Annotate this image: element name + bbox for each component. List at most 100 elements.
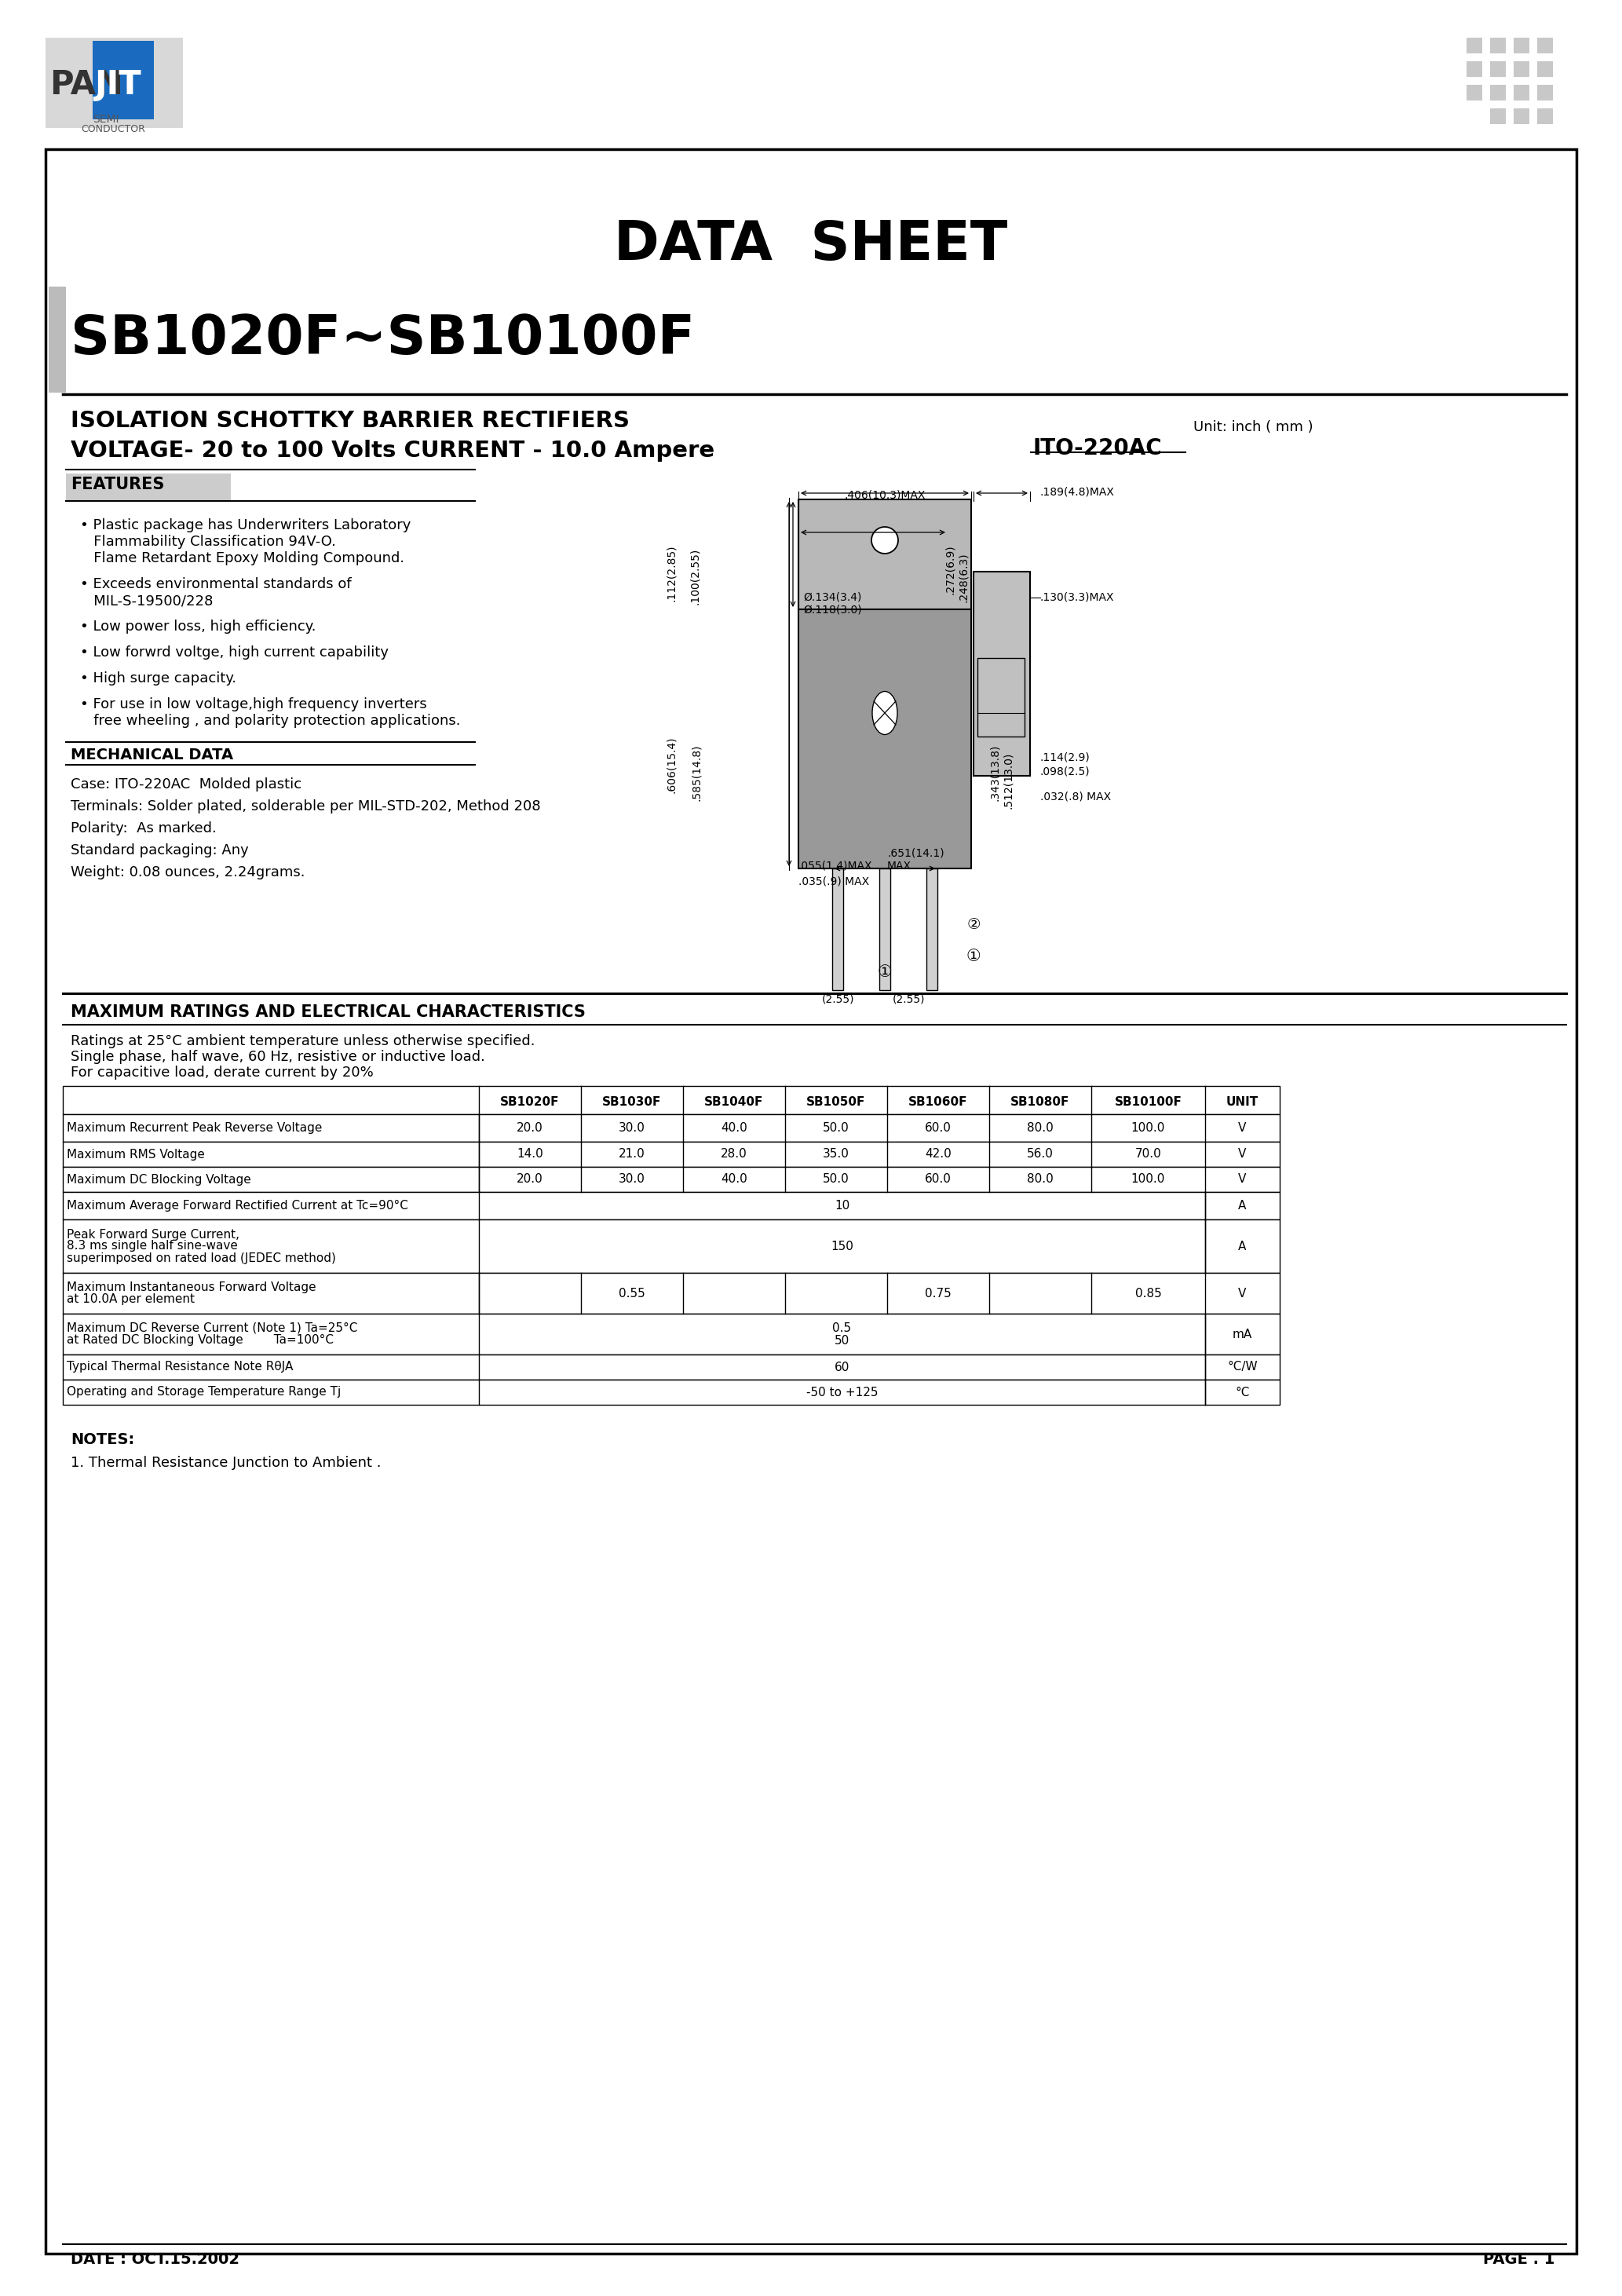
Text: 80.0: 80.0 [1027, 1173, 1054, 1185]
Text: at 10.0A per element: at 10.0A per element [67, 1293, 195, 1304]
Bar [63, 1141, 1280, 1166]
Text: 0.55: 0.55 [618, 1288, 646, 1300]
Text: SB1020F: SB1020F [500, 1095, 560, 1107]
Text: Ratings at 25°C ambient temperature unless otherwise specified.: Ratings at 25°C ambient temperature unle… [71, 1033, 535, 1049]
Bar [63, 1114, 1280, 1141]
Text: .100(2.55): .100(2.55) [689, 549, 701, 604]
Text: mA: mA [1233, 1327, 1252, 1341]
Text: 50.0: 50.0 [822, 1173, 850, 1185]
Text: 0.75: 0.75 [925, 1288, 952, 1300]
Text: .130(3.3)MAX: .130(3.3)MAX [1040, 592, 1114, 602]
Text: 8.3 ms single half sine-wave: 8.3 ms single half sine-wave [67, 1240, 238, 1251]
Text: Maximum Instantaneous Forward Voltage: Maximum Instantaneous Forward Voltage [67, 1281, 316, 1293]
Bar [49, 287, 67, 393]
Bar [1466, 85, 1483, 101]
Text: Maximum RMS Voltage: Maximum RMS Voltage [67, 1148, 204, 1159]
Text: Case: ITO-220AC  Molded plastic: Case: ITO-220AC Molded plastic [71, 778, 302, 792]
Text: SB1060F: SB1060F [908, 1095, 968, 1107]
Text: 70.0: 70.0 [1135, 1148, 1161, 1159]
Bar [1466, 37, 1483, 53]
Text: free wheeling , and polarity protection applications.: free wheeling , and polarity protection … [79, 714, 461, 728]
Text: 56.0: 56.0 [1027, 1148, 1054, 1159]
Text: 21.0: 21.0 [618, 1148, 646, 1159]
Bar [92, 41, 154, 119]
Text: .035(.9) MAX: .035(.9) MAX [798, 877, 869, 886]
Text: .032(.8) MAX: .032(.8) MAX [1040, 792, 1111, 804]
Text: 150: 150 [830, 1240, 853, 1251]
Text: .189(4.8)MAX: .189(4.8)MAX [1040, 487, 1114, 498]
Text: ISOLATION SCHOTTKY BARRIER RECTIFIERS: ISOLATION SCHOTTKY BARRIER RECTIFIERS [71, 411, 629, 432]
Text: ②: ② [967, 916, 980, 932]
Text: SB1020F~SB10100F: SB1020F~SB10100F [71, 312, 694, 365]
Text: 35.0: 35.0 [822, 1148, 850, 1159]
Text: Ø.118(3.0): Ø.118(3.0) [803, 604, 861, 615]
Text: 0.5: 0.5 [832, 1322, 852, 1334]
Text: 40.0: 40.0 [720, 1173, 748, 1185]
Text: 20.0: 20.0 [517, 1173, 543, 1185]
Bar [1491, 85, 1505, 101]
Bar [879, 868, 890, 990]
Text: Maximum DC Blocking Voltage: Maximum DC Blocking Voltage [67, 1173, 251, 1185]
Text: Maximum Recurrent Peak Reverse Voltage: Maximum Recurrent Peak Reverse Voltage [67, 1123, 323, 1134]
Text: MAXIMUM RATINGS AND ELECTRICAL CHARACTERISTICS: MAXIMUM RATINGS AND ELECTRICAL CHARACTER… [71, 1003, 586, 1019]
Text: 0.85: 0.85 [1135, 1288, 1161, 1300]
Bar [1538, 62, 1552, 78]
Text: ITO-220AC: ITO-220AC [1032, 436, 1161, 459]
Text: 60.0: 60.0 [925, 1123, 952, 1134]
Text: • Low power loss, high efficiency.: • Low power loss, high efficiency. [79, 620, 316, 634]
Text: NOTES:: NOTES: [71, 1433, 135, 1446]
Text: 100.0: 100.0 [1131, 1123, 1165, 1134]
Text: SB1080F: SB1080F [1011, 1095, 1071, 1107]
Text: superimposed on rated load (JEDEC method): superimposed on rated load (JEDEC method… [67, 1251, 336, 1263]
Text: Maximum DC Reverse Current (Note 1) Ta=25°C: Maximum DC Reverse Current (Note 1) Ta=2… [67, 1322, 357, 1334]
Bar [63, 1313, 1280, 1355]
Text: • For use in low voltage,high frequency inverters: • For use in low voltage,high frequency … [79, 698, 427, 712]
Text: Ø.134(3.4): Ø.134(3.4) [803, 592, 861, 602]
Ellipse shape [871, 526, 899, 553]
Text: 30.0: 30.0 [618, 1173, 646, 1185]
Text: ①: ① [967, 948, 981, 964]
Text: 28.0: 28.0 [720, 1148, 748, 1159]
Text: Unit: inch ( mm ): Unit: inch ( mm ) [1194, 420, 1314, 434]
Bar [1491, 62, 1505, 78]
Text: 10: 10 [834, 1201, 850, 1212]
Bar [1513, 37, 1530, 53]
Text: -50 to +125: -50 to +125 [806, 1387, 878, 1398]
Text: 40.0: 40.0 [720, 1123, 748, 1134]
Text: SEMI: SEMI [92, 115, 118, 124]
Text: V: V [1238, 1148, 1246, 1159]
Text: VOLTAGE- 20 to 100 Volts CURRENT - 10.0 Ampere: VOLTAGE- 20 to 100 Volts CURRENT - 10.0 … [71, 441, 715, 461]
Bar [63, 1192, 1280, 1219]
Text: CONDUCTOR: CONDUCTOR [81, 124, 144, 133]
Text: 50: 50 [834, 1334, 850, 1345]
Bar [1513, 85, 1530, 101]
Text: Standard packaging: Any: Standard packaging: Any [71, 843, 248, 856]
Text: .406(10.3)MAX: .406(10.3)MAX [843, 489, 926, 501]
Text: Weight: 0.08 ounces, 2.24grams.: Weight: 0.08 ounces, 2.24grams. [71, 866, 305, 879]
Text: 60.0: 60.0 [925, 1173, 952, 1185]
Text: V: V [1238, 1173, 1246, 1185]
Text: DATA  SHEET: DATA SHEET [615, 218, 1007, 271]
Text: .585(14.8): .585(14.8) [691, 744, 702, 801]
Text: (2.55): (2.55) [892, 994, 925, 1006]
Text: Peak Forward Surge Current,: Peak Forward Surge Current, [67, 1228, 240, 1240]
Bar [1491, 108, 1505, 124]
Text: 42.0: 42.0 [925, 1148, 952, 1159]
Text: SB1040F: SB1040F [704, 1095, 764, 1107]
Bar [1466, 62, 1483, 78]
Text: 50.0: 50.0 [822, 1123, 850, 1134]
Bar [1538, 85, 1552, 101]
Text: PAN: PAN [49, 69, 123, 101]
Bar [1491, 37, 1505, 53]
Bar [67, 473, 230, 501]
Text: 20.0: 20.0 [517, 1123, 543, 1134]
Bar [63, 1086, 1280, 1114]
Text: Typical Thermal Resistance Note RθJA: Typical Thermal Resistance Note RθJA [67, 1362, 294, 1373]
Text: SB1050F: SB1050F [806, 1095, 866, 1107]
Text: at Rated DC Blocking Voltage        Ta=100°C: at Rated DC Blocking Voltage Ta=100°C [67, 1334, 334, 1345]
Text: .343(13.8): .343(13.8) [989, 744, 1001, 801]
Text: • Exceeds environmental standards of: • Exceeds environmental standards of [79, 576, 352, 592]
Bar [798, 501, 972, 608]
Text: (2.55): (2.55) [821, 994, 855, 1006]
Bar [45, 37, 183, 129]
